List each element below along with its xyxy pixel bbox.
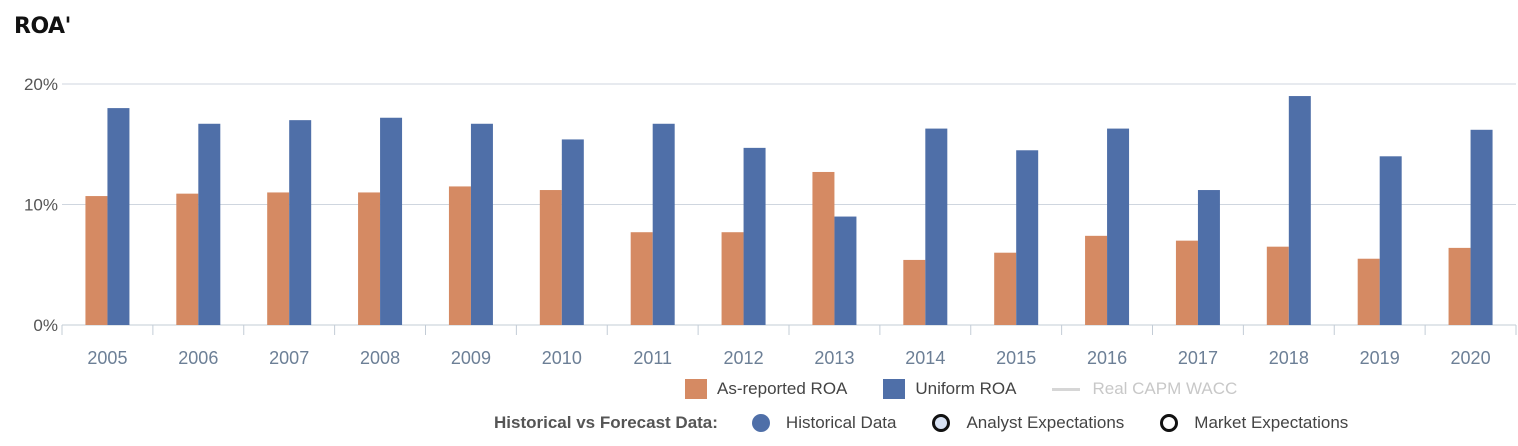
radio-dot-icon [751,414,770,432]
bar-as-reported-roa [1448,247,1471,325]
historical-forecast-label: Historical vs Forecast Data: [494,413,718,432]
y-tick-label: 0% [33,316,58,335]
bar-uniform-roa [289,120,312,326]
x-tick-label: 2007 [269,348,309,368]
x-tick-label: 2009 [451,348,491,368]
bar-uniform-roa [561,139,584,325]
radio-dot-icon [1160,414,1179,432]
x-tick-label: 2014 [905,348,945,368]
bar-uniform-roa [380,117,403,326]
x-tick-label: 2005 [87,348,127,368]
forecast-option[interactable]: Analyst Expectations [932,413,1124,433]
x-tick-label: 2017 [1178,348,1218,368]
x-tick-label: 2020 [1451,348,1491,368]
forecast-option-label: Market Expectations [1194,413,1349,432]
y-tick-label: 10% [24,196,58,215]
chart-legend: As-reported ROA Uniform ROA Real CAPM WACC [685,379,1273,399]
forecast-option-label: Analyst Expectations [966,413,1125,432]
forecast-option[interactable]: Market Expectations [1160,413,1348,433]
x-tick-label: 2015 [996,348,1036,368]
legend-swatch [685,379,707,399]
historical-forecast-toggle: Historical vs Forecast Data: Historical … [494,413,1348,433]
bar-as-reported-roa [539,190,562,325]
legend-label: Uniform ROA [915,379,1017,398]
bar-uniform-roa [470,123,493,325]
bar-uniform-roa [1379,156,1402,325]
forecast-option[interactable]: Historical Data [751,413,897,433]
bar-as-reported-roa [630,232,653,325]
bar-uniform-roa [652,123,675,325]
legend-item[interactable]: Real CAPM WACC [1052,379,1237,399]
bar-as-reported-roa [1266,246,1289,325]
x-tick-label: 2019 [1360,348,1400,368]
bar-uniform-roa [743,147,766,325]
bar-uniform-roa [1107,128,1130,325]
x-tick-label: 2010 [542,348,582,368]
bar-chart: 0% 10% 20% 2005 2006 2007 2008 2009 2010 2011 2012… [24,75,1517,368]
bar-uniform-roa [1470,129,1493,325]
bar-uniform-roa [1016,150,1039,325]
bar-as-reported-roa [812,171,835,325]
bar-as-reported-roa [1085,235,1108,325]
x-tick-label: 2011 [633,348,672,368]
bar-uniform-roa [834,216,857,325]
bar-as-reported-roa [267,192,290,325]
radio-dot-icon [932,414,951,432]
x-tick-label: 2006 [178,348,218,368]
bar-as-reported-roa [994,252,1017,325]
bar-as-reported-roa [1357,258,1380,325]
x-tick-label: 2013 [814,348,854,368]
x-tick-label: 2016 [1087,348,1127,368]
bar-uniform-roa [1288,96,1311,325]
bar-as-reported-roa [1175,240,1198,325]
bar-as-reported-roa [85,196,108,325]
x-tick-label: 2008 [360,348,400,368]
bar-as-reported-roa [721,232,744,325]
bar-uniform-roa [107,108,130,325]
bar-as-reported-roa [176,193,199,325]
bar-uniform-roa [198,123,221,325]
legend-swatch [883,379,906,399]
bar-as-reported-roa [903,259,926,325]
legend-swatch [1052,387,1081,391]
x-tick-label: 2018 [1269,348,1309,368]
bar-as-reported-roa [448,186,471,325]
y-tick-label: 20% [24,75,58,94]
chart-title: ROA' [14,14,71,39]
legend-label: Real CAPM WACC [1092,379,1238,398]
legend-item[interactable]: As-reported ROA [685,379,847,399]
x-tick-label: 2012 [724,348,764,368]
legend-item[interactable]: Uniform ROA [883,379,1016,399]
bar-uniform-roa [1197,190,1220,325]
forecast-option-label: Historical Data [785,413,897,432]
bar-uniform-roa [925,128,948,325]
bar-as-reported-roa [358,192,381,325]
legend-label: As-reported ROA [717,379,848,398]
